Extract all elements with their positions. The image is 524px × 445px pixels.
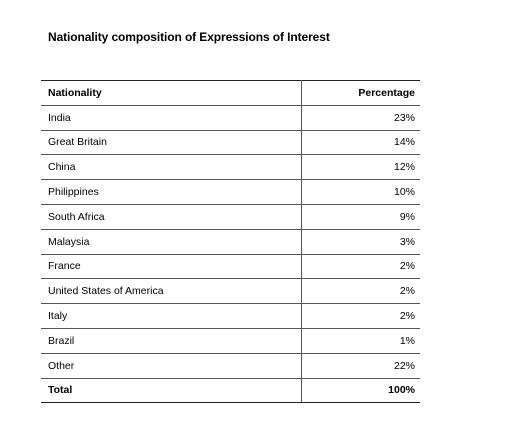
table-row: Malaysia 3% (41, 229, 420, 255)
cell-nationality: China (41, 154, 302, 181)
cell-percentage: 9% (301, 204, 420, 230)
table-row: India 23% (41, 105, 420, 131)
cell-nationality: France (41, 254, 302, 280)
table-row: Brazil 1% (41, 328, 420, 354)
cell-percentage: 2% (301, 303, 420, 329)
nationality-table: Nationality Percentage India 23% Great Bri… (41, 80, 420, 404)
cell-percentage: 10% (301, 179, 420, 205)
cell-nationality: Great Britain (41, 130, 302, 156)
cell-percentage: 2% (301, 254, 420, 280)
table-row: Philippines 10% (41, 179, 420, 205)
cell-percentage: 12% (301, 154, 420, 181)
header-percentage: Percentage (301, 80, 420, 106)
cell-percentage: 14% (301, 130, 420, 156)
table-body: Nationality Percentage India 23% Great Bri… (41, 80, 420, 404)
table-row: Italy 2% (41, 303, 420, 329)
table-row: Other 22% (41, 353, 420, 379)
cell-nationality: Brazil (41, 328, 302, 354)
cell-percentage: 1% (301, 328, 420, 354)
cell-percentage: 3% (301, 229, 420, 255)
cell-nationality: Malaysia (41, 229, 302, 255)
header-nationality: Nationality (41, 80, 302, 106)
table-row: Great Britain 14% (41, 130, 420, 156)
cell-percentage: 22% (301, 353, 420, 379)
cell-nationality: Italy (41, 303, 302, 329)
table-row: United States of America 2% (41, 278, 420, 305)
document-title: Nationality composition of Expressions o… (48, 30, 330, 44)
cell-nationality: India (41, 105, 302, 131)
table-row: France 2% (41, 254, 420, 280)
cell-percentage: 23% (301, 105, 420, 131)
cell-nationality: United States of America (41, 278, 302, 305)
table-row: China 12% (41, 154, 420, 181)
table-header-row: Nationality Percentage (41, 80, 420, 106)
cell-nationality: Philippines (41, 179, 302, 205)
total-percentage: 100% (301, 378, 420, 404)
table-total-row: Total 100% (41, 378, 420, 404)
cell-percentage: 2% (301, 278, 420, 305)
cell-nationality: Other (41, 353, 302, 379)
total-label: Total (41, 378, 302, 404)
cell-nationality: South Africa (41, 204, 302, 230)
table-row: South Africa 9% (41, 204, 420, 230)
